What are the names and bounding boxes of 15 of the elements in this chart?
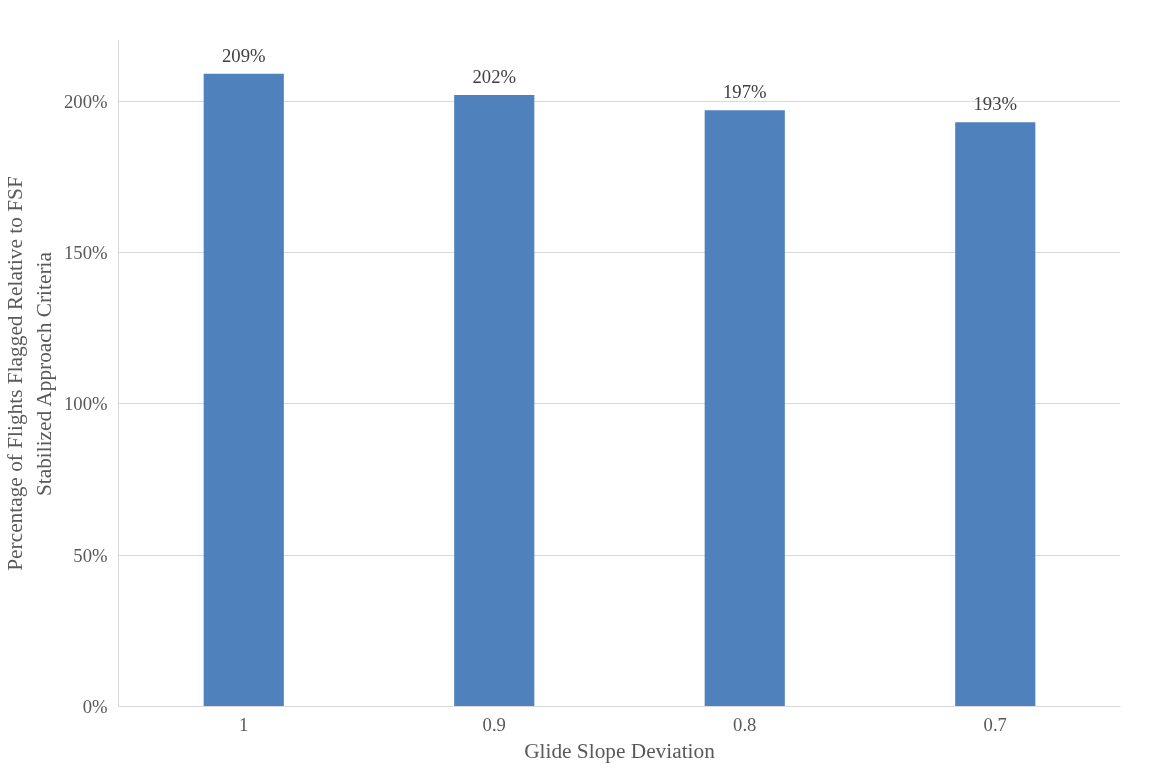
y-tick-label: 50% xyxy=(73,544,108,566)
y-tick-label: 200% xyxy=(63,90,108,112)
x-tick-label: 0.7 xyxy=(983,713,1007,735)
x-axis-title: Glide Slope Deviation xyxy=(524,738,716,763)
y-axis-title: Percentage of Flights Flagged Relative to FSF Stabilized Approach Criteria xyxy=(3,176,56,571)
data-label: 209% xyxy=(221,44,266,66)
x-tick-label: 0.8 xyxy=(733,713,757,735)
x-tick-label: 1 xyxy=(239,713,249,735)
y-tick-label: 100% xyxy=(63,393,108,415)
y-tick-label: 150% xyxy=(63,241,108,263)
y-tick-label: 0% xyxy=(82,696,108,717)
x-tick-label: 0.9 xyxy=(482,713,506,735)
data-label: 193% xyxy=(973,93,1018,115)
data-label: 197% xyxy=(722,81,767,103)
data-label: 202% xyxy=(472,65,517,87)
